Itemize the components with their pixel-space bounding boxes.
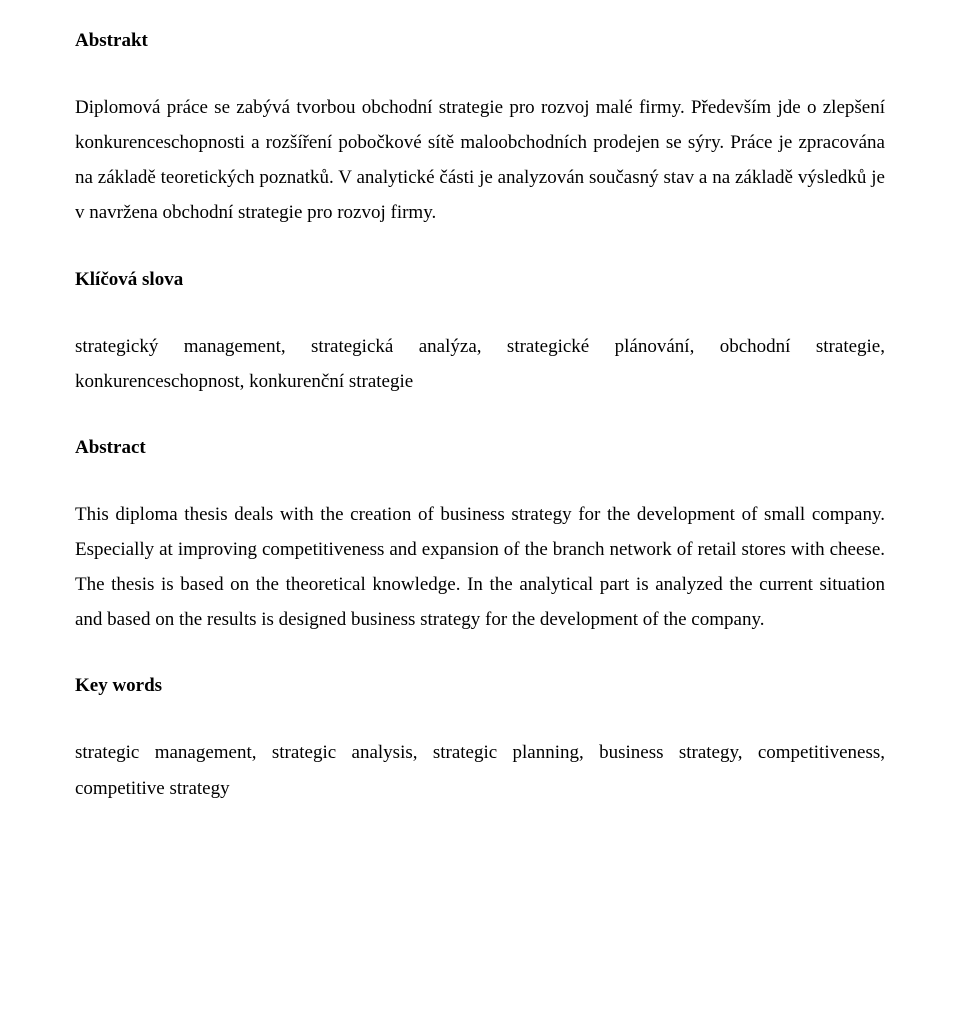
heading-abstract: Abstract [75,437,885,459]
heading-key-words: Key words [75,675,885,697]
paragraph-abstrakt: Diplomová práce se zabývá tvorbou obchod… [75,90,885,231]
paragraph-abstract: This diploma thesis deals with the creat… [75,497,885,638]
paragraph-klicova-slova: strategický management, strategická anal… [75,329,885,399]
heading-klicova-slova: Klíčová slova [75,269,885,291]
heading-abstrakt: Abstrakt [75,30,885,52]
paragraph-key-words: strategic management, strategic analysis… [75,735,885,805]
